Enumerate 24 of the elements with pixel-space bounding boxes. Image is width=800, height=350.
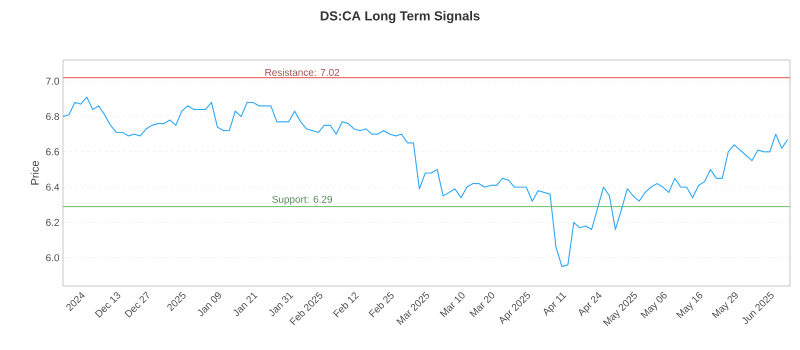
y-tick-label: 6.0 [46,254,60,262]
y-tick-label: 6.8 [46,112,60,120]
chart-title: DS:CA Long Term Signals [320,10,480,24]
x-tick-label: Mar 10 [440,292,465,318]
x-tick-label: Mar 20 [469,292,494,318]
x-tick-label: Jan 09 [198,292,221,316]
y-tick-label: 6.6 [46,148,60,156]
ref-line-label: Resistance: 7.02 [265,68,340,76]
x-tick-label: May 06 [640,292,667,318]
x-tick-label: Dec 27 [124,291,150,318]
x-tick-label: Jan 21 [233,292,258,316]
x-tick-label: Feb 25 [368,292,394,318]
y-tick-label: 6.2 [46,218,59,226]
x-tick-label: Feb 12 [332,292,359,318]
y-tick-label: 6.4 [46,184,60,191]
x-tick-label: May 29 [712,292,738,318]
ref-line-label: Support: 6.29 [272,196,332,205]
x-tick-label: Dec 13 [94,292,120,318]
x-tick-label: May 16 [676,292,702,318]
y-axis-title: Price [30,161,39,185]
x-tick-label: Apr 11 [544,292,566,316]
x-tick-label: Apr 24 [578,292,602,317]
x-tick-label: Jan 31 [269,292,294,316]
y-tick-label: 7.0 [46,78,60,85]
